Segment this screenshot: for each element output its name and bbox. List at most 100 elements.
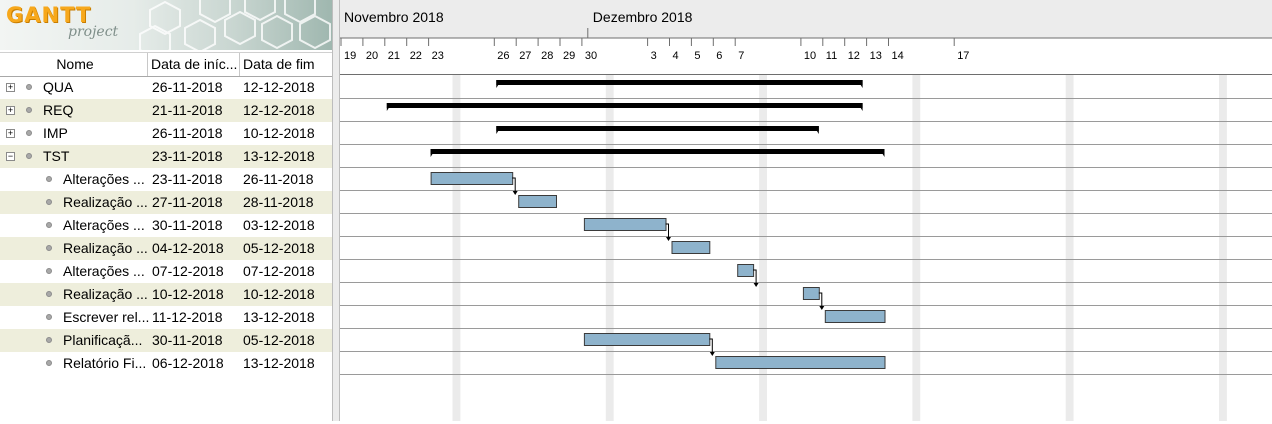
task-end-date: 10-12-2018 bbox=[243, 286, 315, 302]
summary-bar-start-cap bbox=[386, 103, 392, 111]
task-bar bbox=[430, 172, 514, 185]
day-label: 6 bbox=[716, 50, 722, 62]
task-start-date: 23-11-2018 bbox=[152, 171, 223, 187]
table-row[interactable]: Alterações ... 30-11-2018 03-12-2018 bbox=[0, 214, 332, 237]
splitter-handle[interactable] bbox=[332, 0, 340, 421]
dependency-line bbox=[818, 292, 823, 307]
table-row[interactable]: + IMP 26-11-2018 10-12-2018 bbox=[0, 122, 332, 145]
task-name: REQ bbox=[43, 102, 74, 118]
task-bullet-icon bbox=[46, 245, 52, 251]
task-name: Realização ... bbox=[63, 286, 148, 302]
summary-bar-start-cap bbox=[496, 126, 502, 134]
column-header-name[interactable]: Nome bbox=[56, 56, 94, 72]
summary-bar bbox=[496, 80, 863, 85]
day-label: 5 bbox=[694, 50, 700, 62]
task-start-date: 10-12-2018 bbox=[152, 286, 224, 302]
day-label: 14 bbox=[892, 50, 904, 62]
table-row[interactable]: Alterações ... 23-11-2018 26-11-2018 bbox=[0, 168, 332, 191]
task-end-date: 28-11-2018 bbox=[243, 194, 314, 210]
column-header-start-date[interactable]: Data de iníc... bbox=[147, 53, 239, 76]
table-row[interactable]: Planificaçã... 30-11-2018 05-12-2018 bbox=[0, 329, 332, 352]
task-bar bbox=[583, 333, 711, 346]
day-label: 17 bbox=[957, 50, 969, 62]
summary-bar-start-cap bbox=[430, 149, 436, 157]
day-label: 21 bbox=[388, 50, 400, 62]
table-row[interactable]: Relatório Fi... 06-12-2018 13-12-2018 bbox=[0, 352, 332, 375]
task-name: Alterações ... bbox=[63, 263, 145, 279]
task-bullet-icon bbox=[26, 107, 32, 113]
task-bar bbox=[737, 264, 755, 277]
task-bullet-icon bbox=[46, 291, 52, 297]
task-rows: + QUA 26-11-2018 12-12-2018 + REQ 21-11-2018 12… bbox=[0, 76, 332, 375]
gantt-chart-area[interactable]: Novembro 2018 Dezembro 2018 19 20 21 22 23 26 27… bbox=[340, 0, 1272, 421]
task-bullet-icon bbox=[46, 268, 52, 274]
task-end-date: 05-12-2018 bbox=[243, 332, 315, 348]
day-label: 26 bbox=[497, 50, 509, 62]
collapse-icon[interactable]: − bbox=[6, 151, 15, 161]
task-end-date: 12-12-2018 bbox=[243, 102, 315, 118]
task-name: Escrever rel... bbox=[63, 309, 150, 325]
expand-icon[interactable]: + bbox=[6, 128, 15, 138]
task-bar bbox=[715, 356, 886, 369]
task-end-date: 13-12-2018 bbox=[243, 309, 315, 325]
summary-bar bbox=[430, 149, 885, 154]
weekend-shade bbox=[1065, 75, 1074, 421]
dependency-line bbox=[753, 269, 757, 284]
dependency-line bbox=[512, 177, 516, 192]
table-row[interactable]: Realização ... 27-11-2018 28-11-2018 bbox=[0, 191, 332, 214]
day-label: 19 bbox=[344, 50, 356, 62]
task-end-date: 10-12-2018 bbox=[243, 125, 315, 141]
summary-bar-start-cap bbox=[496, 80, 502, 88]
task-bullet-icon bbox=[26, 130, 32, 136]
task-bar bbox=[671, 241, 711, 254]
task-bar bbox=[802, 287, 820, 300]
task-name: Relatório Fi... bbox=[63, 355, 147, 371]
day-label: 30 bbox=[585, 50, 597, 62]
dependency-line bbox=[709, 338, 713, 353]
task-bullet-icon bbox=[46, 360, 52, 366]
summary-bar-end-cap bbox=[857, 80, 863, 88]
table-row[interactable]: Escrever rel... 11-12-2018 13-12-2018 bbox=[0, 306, 332, 329]
task-bullet-icon bbox=[46, 176, 52, 182]
column-header-end-date[interactable]: Data de fim bbox=[239, 53, 332, 76]
day-label: 7 bbox=[738, 50, 744, 62]
dependency-arrowhead bbox=[512, 191, 518, 195]
expand-icon[interactable]: + bbox=[6, 105, 15, 115]
table-header: Nome Data de iníc... Data de fim bbox=[0, 52, 332, 77]
summary-bar-end-cap bbox=[813, 126, 819, 134]
task-bullet-icon bbox=[46, 222, 52, 228]
task-tree-panel: GANTT project Nome Data de iníc... Data … bbox=[0, 0, 332, 421]
day-label: 28 bbox=[541, 50, 553, 62]
table-row[interactable]: − TST 23-11-2018 13-12-2018 bbox=[0, 145, 332, 168]
dependency-arrowhead bbox=[753, 283, 759, 287]
day-label: 23 bbox=[432, 50, 444, 62]
expand-icon[interactable]: + bbox=[6, 82, 15, 92]
task-bar bbox=[824, 310, 886, 323]
table-row[interactable]: Alterações ... 07-12-2018 07-12-2018 bbox=[0, 260, 332, 283]
logo-sub-text: project bbox=[68, 24, 119, 40]
task-end-date: 05-12-2018 bbox=[243, 240, 315, 256]
task-bullet-icon bbox=[26, 84, 32, 90]
task-end-date: 12-12-2018 bbox=[243, 79, 315, 95]
task-start-date: 07-12-2018 bbox=[152, 263, 224, 279]
table-row[interactable]: + REQ 21-11-2018 12-12-2018 bbox=[0, 99, 332, 122]
task-bullet-icon bbox=[46, 337, 52, 343]
task-bullet-icon bbox=[46, 314, 52, 320]
table-row[interactable]: Realização ... 10-12-2018 10-12-2018 bbox=[0, 283, 332, 306]
summary-bar bbox=[496, 126, 819, 131]
task-start-date: 11-12-2018 bbox=[152, 309, 223, 325]
weekend-shade bbox=[1219, 75, 1227, 421]
task-start-date: 30-11-2018 bbox=[152, 332, 223, 348]
task-start-date: 26-11-2018 bbox=[152, 125, 223, 141]
weekend-shade bbox=[912, 75, 921, 421]
dependency-arrowhead bbox=[819, 306, 825, 310]
table-row[interactable]: Realização ... 04-12-2018 05-12-2018 bbox=[0, 237, 332, 260]
day-label: 27 bbox=[519, 50, 531, 62]
month-header-band bbox=[340, 0, 1272, 38]
task-bar bbox=[518, 195, 557, 208]
task-start-date: 23-11-2018 bbox=[152, 148, 223, 164]
task-name: Alterações ... bbox=[63, 171, 145, 187]
table-row[interactable]: + QUA 26-11-2018 12-12-2018 bbox=[0, 76, 332, 99]
task-name: Planificaçã... bbox=[63, 332, 143, 348]
task-end-date: 13-12-2018 bbox=[243, 148, 315, 164]
